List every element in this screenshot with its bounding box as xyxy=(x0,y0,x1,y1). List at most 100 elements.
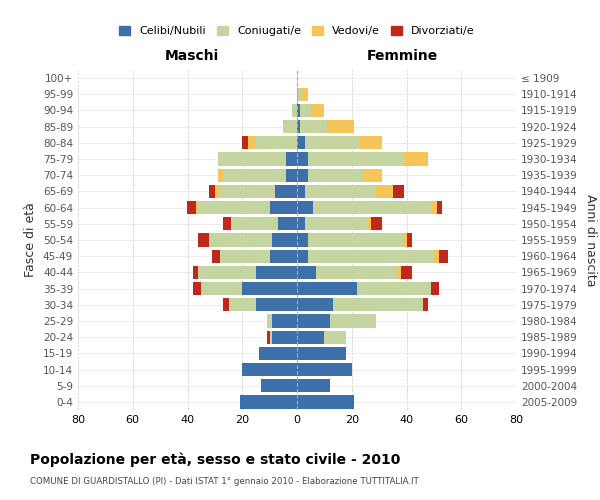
Bar xyxy=(215,185,220,198)
Bar xyxy=(297,379,330,392)
Bar xyxy=(220,185,275,198)
Bar xyxy=(308,234,404,246)
Bar xyxy=(297,201,313,214)
Bar xyxy=(272,234,297,246)
Bar xyxy=(297,250,308,263)
Bar xyxy=(199,234,209,246)
Bar xyxy=(357,282,431,295)
Bar xyxy=(376,185,393,198)
Bar xyxy=(297,234,308,246)
Bar xyxy=(297,152,308,166)
Bar xyxy=(262,379,297,392)
Bar xyxy=(269,201,297,214)
Bar xyxy=(239,396,297,408)
Bar xyxy=(223,168,286,182)
Bar xyxy=(300,104,311,117)
Bar xyxy=(308,152,404,166)
Bar xyxy=(404,152,428,166)
Bar xyxy=(368,217,371,230)
Bar xyxy=(256,136,297,149)
Bar xyxy=(305,185,376,198)
Bar xyxy=(332,298,423,312)
Bar xyxy=(305,217,368,230)
Bar xyxy=(362,168,382,182)
Bar xyxy=(327,120,355,134)
Bar xyxy=(431,282,439,295)
Bar xyxy=(199,266,256,279)
Bar xyxy=(297,396,355,408)
Bar xyxy=(423,298,428,312)
Bar xyxy=(407,234,412,246)
Bar xyxy=(201,282,242,295)
Bar xyxy=(248,136,256,149)
Bar xyxy=(267,314,272,328)
Bar xyxy=(297,120,300,134)
Bar xyxy=(330,314,376,328)
Bar xyxy=(297,314,330,328)
Bar xyxy=(360,136,382,149)
Bar xyxy=(199,201,269,214)
Bar xyxy=(267,330,269,344)
Bar xyxy=(297,298,332,312)
Bar xyxy=(297,185,305,198)
Bar xyxy=(439,250,448,263)
Bar xyxy=(300,120,327,134)
Bar xyxy=(297,88,302,101)
Bar xyxy=(193,282,201,295)
Bar xyxy=(256,298,297,312)
Bar xyxy=(242,363,297,376)
Legend: Celibi/Nubili, Coniugati/e, Vedovi/e, Divorziati/e: Celibi/Nubili, Coniugati/e, Vedovi/e, Di… xyxy=(115,21,479,40)
Bar xyxy=(398,266,401,279)
Bar xyxy=(297,363,352,376)
Bar xyxy=(269,250,297,263)
Bar xyxy=(308,250,434,263)
Bar xyxy=(283,120,297,134)
Text: Maschi: Maschi xyxy=(165,49,219,63)
Bar xyxy=(434,250,439,263)
Bar xyxy=(371,217,382,230)
Bar xyxy=(311,104,325,117)
Bar xyxy=(316,266,398,279)
Bar xyxy=(297,217,305,230)
Bar xyxy=(286,168,297,182)
Bar xyxy=(325,330,346,344)
Bar xyxy=(272,314,297,328)
Bar xyxy=(313,201,431,214)
Bar xyxy=(223,298,229,312)
Bar xyxy=(305,136,360,149)
Bar xyxy=(286,152,297,166)
Bar xyxy=(272,330,297,344)
Bar xyxy=(196,201,199,214)
Bar xyxy=(259,346,297,360)
Bar xyxy=(269,330,272,344)
Bar xyxy=(256,266,297,279)
Bar xyxy=(292,104,297,117)
Bar xyxy=(297,168,308,182)
Bar xyxy=(218,168,223,182)
Bar xyxy=(275,185,297,198)
Bar xyxy=(297,136,305,149)
Text: Femmine: Femmine xyxy=(367,49,438,63)
Bar xyxy=(297,330,325,344)
Text: Popolazione per età, sesso e stato civile - 2010: Popolazione per età, sesso e stato civil… xyxy=(30,452,400,467)
Bar xyxy=(431,201,437,214)
Bar xyxy=(401,266,412,279)
Y-axis label: Anni di nascita: Anni di nascita xyxy=(584,194,597,286)
Bar xyxy=(209,234,272,246)
Bar xyxy=(278,217,297,230)
Bar xyxy=(242,136,248,149)
Bar xyxy=(437,201,442,214)
Text: COMUNE DI GUARDISTALLO (PI) - Dati ISTAT 1° gennaio 2010 - Elaborazione TUTTITAL: COMUNE DI GUARDISTALLO (PI) - Dati ISTAT… xyxy=(30,478,419,486)
Bar xyxy=(297,346,346,360)
Bar xyxy=(209,185,215,198)
Bar xyxy=(232,217,278,230)
Y-axis label: Fasce di età: Fasce di età xyxy=(25,202,37,278)
Bar xyxy=(218,152,286,166)
Bar xyxy=(187,201,196,214)
Bar xyxy=(297,104,300,117)
Bar xyxy=(308,168,362,182)
Bar xyxy=(223,217,232,230)
Bar xyxy=(302,88,308,101)
Bar xyxy=(297,282,357,295)
Bar xyxy=(193,266,199,279)
